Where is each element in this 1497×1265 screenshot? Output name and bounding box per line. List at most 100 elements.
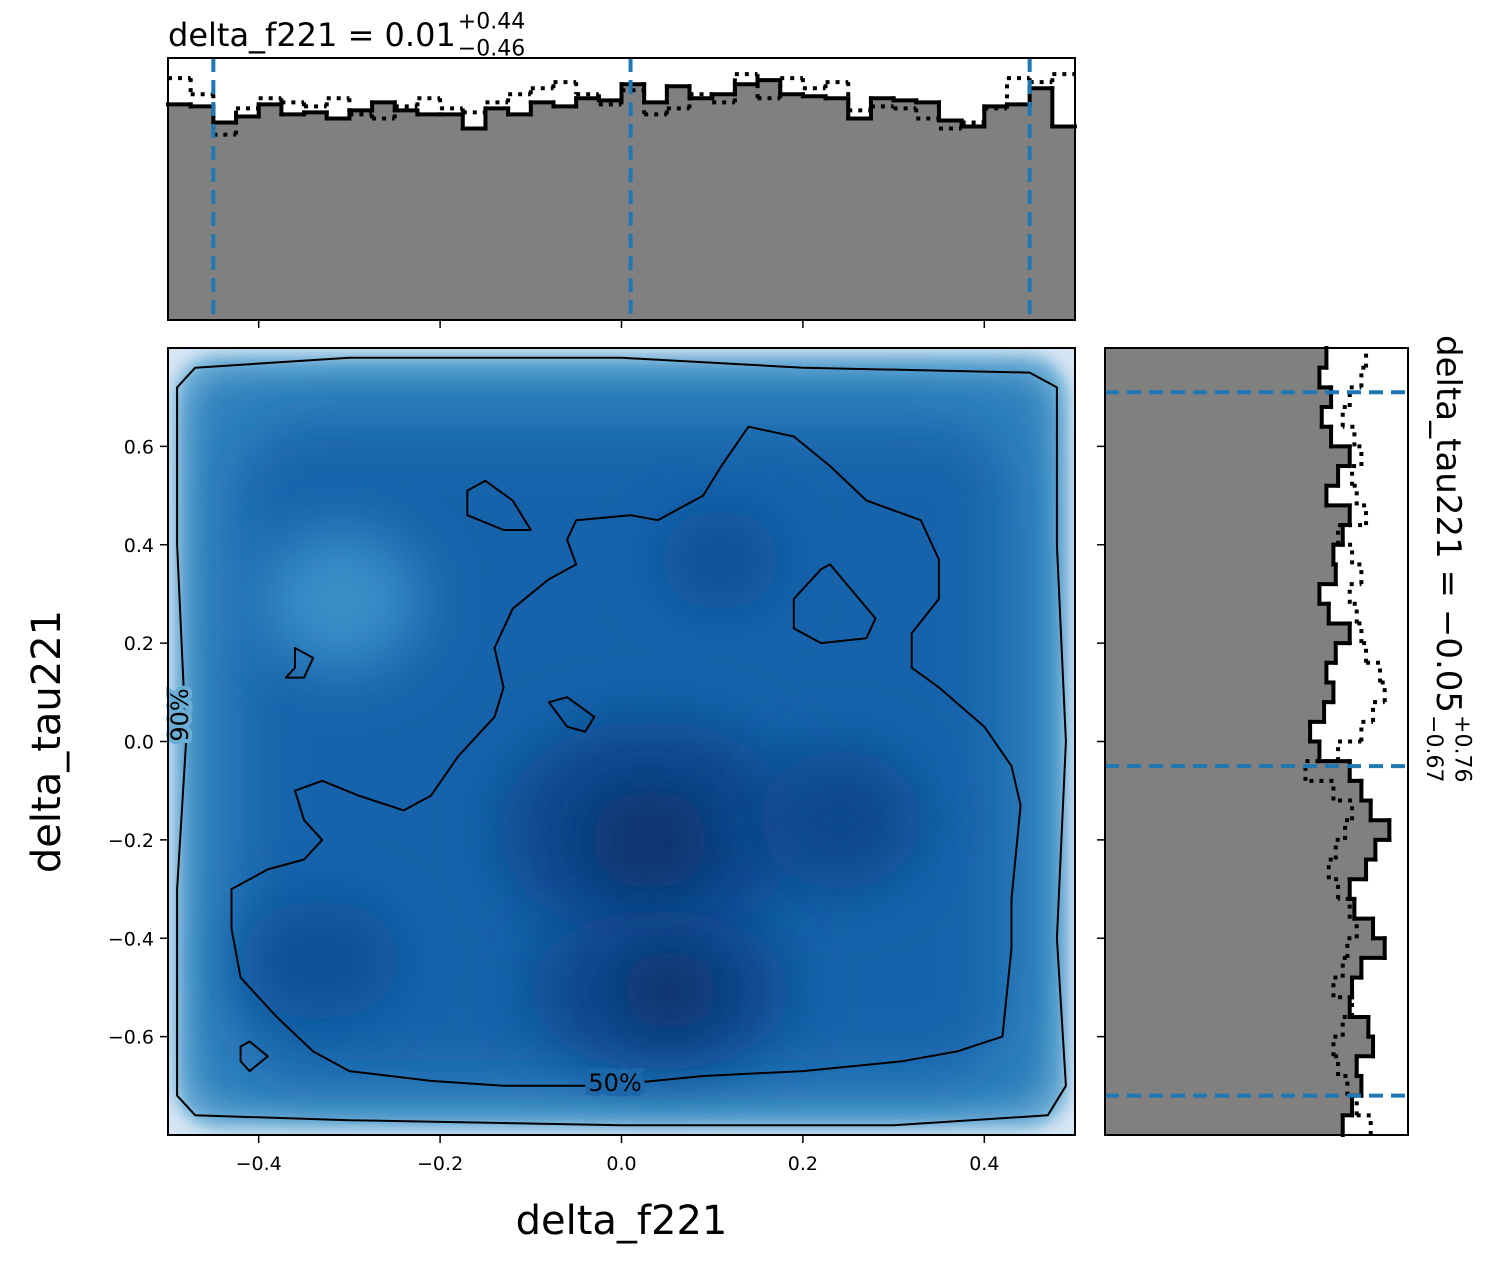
hist-bar <box>304 112 328 321</box>
y-tick-label: 0.4 <box>124 535 154 557</box>
hist-bar <box>938 120 963 320</box>
y-tick-label: −0.2 <box>108 830 154 852</box>
contour-line <box>547 696 596 733</box>
hist-bar <box>1006 104 1031 320</box>
title: delta_f221 = 0.01 <box>168 16 456 54</box>
hist-bar <box>1105 1036 1374 1057</box>
hist-bar <box>1105 1095 1353 1116</box>
title-group: delta_f221 = 0.01 +0.44 −0.46 <box>168 9 525 61</box>
hist-bar <box>258 104 282 320</box>
title-subscript: −0.46 <box>458 37 525 62</box>
hist-bar <box>1029 88 1053 320</box>
hist-bar <box>1105 662 1327 683</box>
hist-bar <box>689 98 713 320</box>
hist-bar <box>1105 957 1362 979</box>
hist-bar <box>1105 603 1329 624</box>
hist-bar <box>168 104 192 320</box>
hist-bar <box>281 114 305 320</box>
y-tick-label: −0.6 <box>108 1027 154 1049</box>
hist-bar <box>1105 918 1374 939</box>
hist-bar <box>1105 485 1327 506</box>
hist-bar <box>893 100 917 320</box>
hist-bar <box>712 94 736 321</box>
hist-bar <box>621 84 645 320</box>
hist-bar <box>666 86 691 320</box>
y-tick-label: −0.4 <box>108 928 154 950</box>
hist-bar <box>1105 859 1367 880</box>
hist-bar <box>394 110 418 321</box>
hist-bar <box>825 98 849 320</box>
histogram <box>166 58 1077 321</box>
hist-bar <box>1105 898 1355 920</box>
hist-bar <box>1105 623 1350 644</box>
title-superscript: +0.76 <box>1450 715 1475 782</box>
hist-bar <box>1105 564 1336 585</box>
hist-bar <box>1105 938 1385 959</box>
contour-line <box>284 647 315 679</box>
hist-bar <box>1105 1115 1343 1136</box>
hist-bar <box>757 80 781 321</box>
contour-line <box>466 479 532 531</box>
title-group: delta_tau221 = −0.05+0.76−0.67 <box>1421 335 1475 782</box>
hist-bar <box>1105 544 1334 565</box>
hist-bar <box>961 126 985 321</box>
hist-bar <box>372 102 396 320</box>
title-subscript: −0.67 <box>1421 715 1446 782</box>
hist-bar <box>916 102 940 320</box>
hist-bar <box>508 114 532 320</box>
hist-bar <box>236 116 260 320</box>
hist-bar <box>1105 367 1320 388</box>
hist-bar <box>485 108 509 320</box>
contour-line <box>230 425 1022 1087</box>
x-tick-label: 0.4 <box>969 1153 999 1175</box>
hist-bar <box>1105 446 1350 467</box>
y-tick-label: 0.2 <box>124 633 154 655</box>
hist-bar <box>734 84 759 320</box>
hist-bar <box>1052 126 1076 321</box>
hist-bar <box>1105 584 1320 605</box>
x-tick-label: −0.2 <box>417 1153 463 1175</box>
hist-bar <box>1105 407 1322 428</box>
hist-bar <box>349 110 373 321</box>
contour-line <box>239 1040 269 1073</box>
x-axis-label: delta_f221 <box>516 1198 728 1244</box>
hist-bar <box>326 118 350 320</box>
hist-bar <box>1105 348 1327 369</box>
hist-bar <box>1105 997 1350 1018</box>
hist-bar <box>1105 820 1390 841</box>
hist-bar <box>1105 1056 1357 1077</box>
hist-bar <box>1105 643 1336 664</box>
hist-bar <box>1105 879 1350 900</box>
hist-bar <box>598 100 622 320</box>
hist-bar <box>1105 800 1371 821</box>
y-axis-label: delta_tau221 <box>24 610 70 873</box>
hist-bar <box>440 114 464 320</box>
hist-bar <box>1105 741 1320 762</box>
hist-bar <box>576 98 600 320</box>
y-tick-label: 0.6 <box>124 436 154 458</box>
hist-bar <box>802 96 827 321</box>
hist-bar <box>462 128 486 320</box>
x-tick-label: 0.2 <box>788 1153 818 1175</box>
hist-bar <box>644 102 668 320</box>
hist-bar <box>870 98 895 320</box>
hist-bar <box>1105 505 1350 526</box>
hist-bar <box>553 106 577 320</box>
contour-label: 50% <box>588 1069 641 1097</box>
hist-bar <box>984 106 1008 320</box>
contour-line <box>176 356 1067 1127</box>
x-tick-label: −0.4 <box>236 1153 282 1175</box>
histogram <box>1105 346 1408 1137</box>
hist-bar <box>417 114 441 320</box>
hist-bar <box>848 118 872 320</box>
hist-bar <box>780 94 804 321</box>
title: delta_tau221 = −0.05 <box>1428 335 1468 713</box>
hist-bar <box>1105 780 1362 802</box>
hist-bar <box>1105 1016 1369 1038</box>
hist-bar <box>1105 466 1339 487</box>
hist-bar <box>1105 682 1334 703</box>
hist-bar <box>530 102 554 320</box>
contours <box>176 356 1067 1127</box>
hist-bar <box>1105 721 1311 742</box>
